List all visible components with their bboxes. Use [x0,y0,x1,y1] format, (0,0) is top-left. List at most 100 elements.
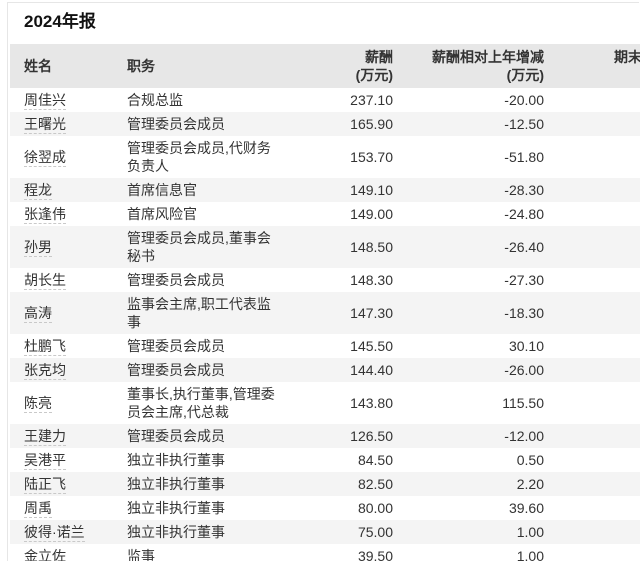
change-cell: 39.60 [508,500,544,516]
position-cell: 首席风险官 [127,206,197,222]
person-name-link[interactable]: 高涛 [24,305,52,323]
person-name-link[interactable]: 杜鹏飞 [24,338,66,356]
change-cell: -18.30 [504,305,544,321]
table-row: 周佳兴 合规总监 237.10 -20.00 [10,88,640,112]
person-name-cell: 张克均 [10,358,127,382]
salary-cell: 39.50 [357,548,393,561]
change-cell: 1.00 [516,524,544,540]
table-row: 陆正飞 独立非执行董事 82.50 2.20 [10,472,640,496]
position-cell: 管理委员会成员 [127,338,225,354]
salary-cell: 149.10 [350,182,393,198]
person-name-link[interactable]: 周佳兴 [24,92,66,110]
period-end-cell [544,448,640,472]
position-cell: 首席信息官 [127,182,197,198]
position-cell: 管理委员会成员 [127,428,225,444]
column-header-period-end: 期末 [544,44,640,88]
person-name-link[interactable]: 胡长生 [24,272,66,290]
period-end-cell [544,472,640,496]
salary-cell: 143.80 [350,395,393,411]
period-end-cell [544,268,640,292]
period-end-cell [544,88,640,112]
compensation-table: 姓名 职务 薪酬 (万元) 薪酬相对上年增减 (万元) 期末 周佳兴 合规总监 … [10,44,640,561]
person-name-cell: 陆正飞 [10,472,127,496]
person-name-link[interactable]: 徐翌成 [24,149,66,167]
period-end-cell [544,226,640,268]
salary-cell: 145.50 [350,338,393,354]
salary-cell: 84.50 [357,452,393,468]
salary-cell: 148.30 [350,272,393,288]
position-cell: 合规总监 [127,92,183,108]
column-header-position: 职务 [127,44,279,88]
person-name-link[interactable]: 程龙 [24,182,52,200]
salary-cell: 237.10 [350,92,393,108]
salary-cell: 75.00 [357,524,393,540]
change-cell: 115.50 [502,395,544,411]
person-name-link[interactable]: 孙男 [24,239,52,257]
period-end-cell [544,520,640,544]
change-cell: -12.00 [504,428,544,444]
person-name-link[interactable]: 周禹 [24,500,52,518]
person-name-cell: 徐翌成 [10,136,127,178]
salary-cell: 165.90 [350,116,393,132]
change-cell: 0.50 [516,452,544,468]
change-cell: -27.30 [504,272,544,288]
period-end-cell [544,334,640,358]
person-name-link[interactable]: 王建力 [24,428,66,446]
person-name-cell: 孙男 [10,226,127,268]
position-cell: 独立非执行董事 [127,500,225,516]
table-row: 胡长生 管理委员会成员 148.30 -27.30 [10,268,640,292]
table-row: 彼得·诺兰 独立非执行董事 75.00 1.00 [10,520,640,544]
period-end-cell [544,112,640,136]
panel-content: 2024年报 姓名 职务 薪酬 (万元) 薪酬相对上年增减 [8,12,640,561]
person-name-link[interactable]: 彼得·诺兰 [24,524,85,542]
person-name-link[interactable]: 吴港平 [24,452,66,470]
column-header-change-unit: (万元) [506,67,544,83]
change-cell: -20.00 [504,92,544,108]
position-cell: 管理委员会成员 [127,116,225,132]
column-header-salary-label: 薪酬 [365,49,393,65]
table-row: 陈亮 董事长,执行董事,管理委员会主席,代总裁 143.80 115.50 [10,382,640,424]
table-row: 吴港平 独立非执行董事 84.50 0.50 [10,448,640,472]
column-header-name: 姓名 [10,44,127,88]
change-cell: -24.80 [504,206,544,222]
position-cell: 监事 [127,548,155,561]
person-name-cell: 彼得·诺兰 [10,520,127,544]
salary-cell: 148.50 [350,239,393,255]
change-cell: -12.50 [504,116,544,132]
table-row: 张克均 管理委员会成员 144.40 -26.00 [10,358,640,382]
position-cell: 管理委员会成员 [127,272,225,288]
table-row: 孙男 管理委员会成员,董事会秘书 148.50 -26.40 [10,226,640,268]
person-name-cell: 高涛 [10,292,127,334]
salary-cell: 126.50 [350,428,393,444]
person-name-link[interactable]: 陆正飞 [24,476,66,494]
period-end-cell [544,358,640,382]
person-name-link[interactable]: 金立佐 [24,548,66,561]
period-end-cell [544,496,640,520]
person-name-link[interactable]: 张逢伟 [24,206,66,224]
period-end-cell [544,136,640,178]
person-name-cell: 吴港平 [10,448,127,472]
person-name-cell: 张逢伟 [10,202,127,226]
table-row: 金立佐 监事 39.50 1.00 [10,544,640,561]
period-end-cell [544,544,640,561]
salary-cell: 149.00 [350,206,393,222]
table-body: 周佳兴 合规总监 237.10 -20.00 王曙光 管理委员会成员 165.9… [10,88,640,561]
salary-cell: 82.50 [357,476,393,492]
change-cell: -26.40 [504,239,544,255]
table-row: 杜鹏飞 管理委员会成员 145.50 30.10 [10,334,640,358]
salary-cell: 153.70 [350,149,393,165]
person-name-link[interactable]: 陈亮 [24,395,52,413]
person-name-cell: 周禹 [10,496,127,520]
position-cell: 董事长,执行董事,管理委员会主席,代总裁 [127,386,275,420]
position-cell: 管理委员会成员,代财务负责人 [127,140,271,174]
change-cell: -51.80 [504,149,544,165]
section-title: 2024年报 [24,12,96,31]
person-name-cell: 金立佐 [10,544,127,561]
change-cell: 2.20 [516,476,544,492]
position-cell: 独立非执行董事 [127,524,225,540]
annual-report-panel: 2024年报 姓名 职务 薪酬 (万元) 薪酬相对上年增减 [7,2,640,561]
column-header-salary-unit: (万元) [355,67,393,83]
person-name-link[interactable]: 王曙光 [24,116,66,134]
person-name-link[interactable]: 张克均 [24,362,66,380]
column-header-salary: 薪酬 (万元) [279,44,393,88]
